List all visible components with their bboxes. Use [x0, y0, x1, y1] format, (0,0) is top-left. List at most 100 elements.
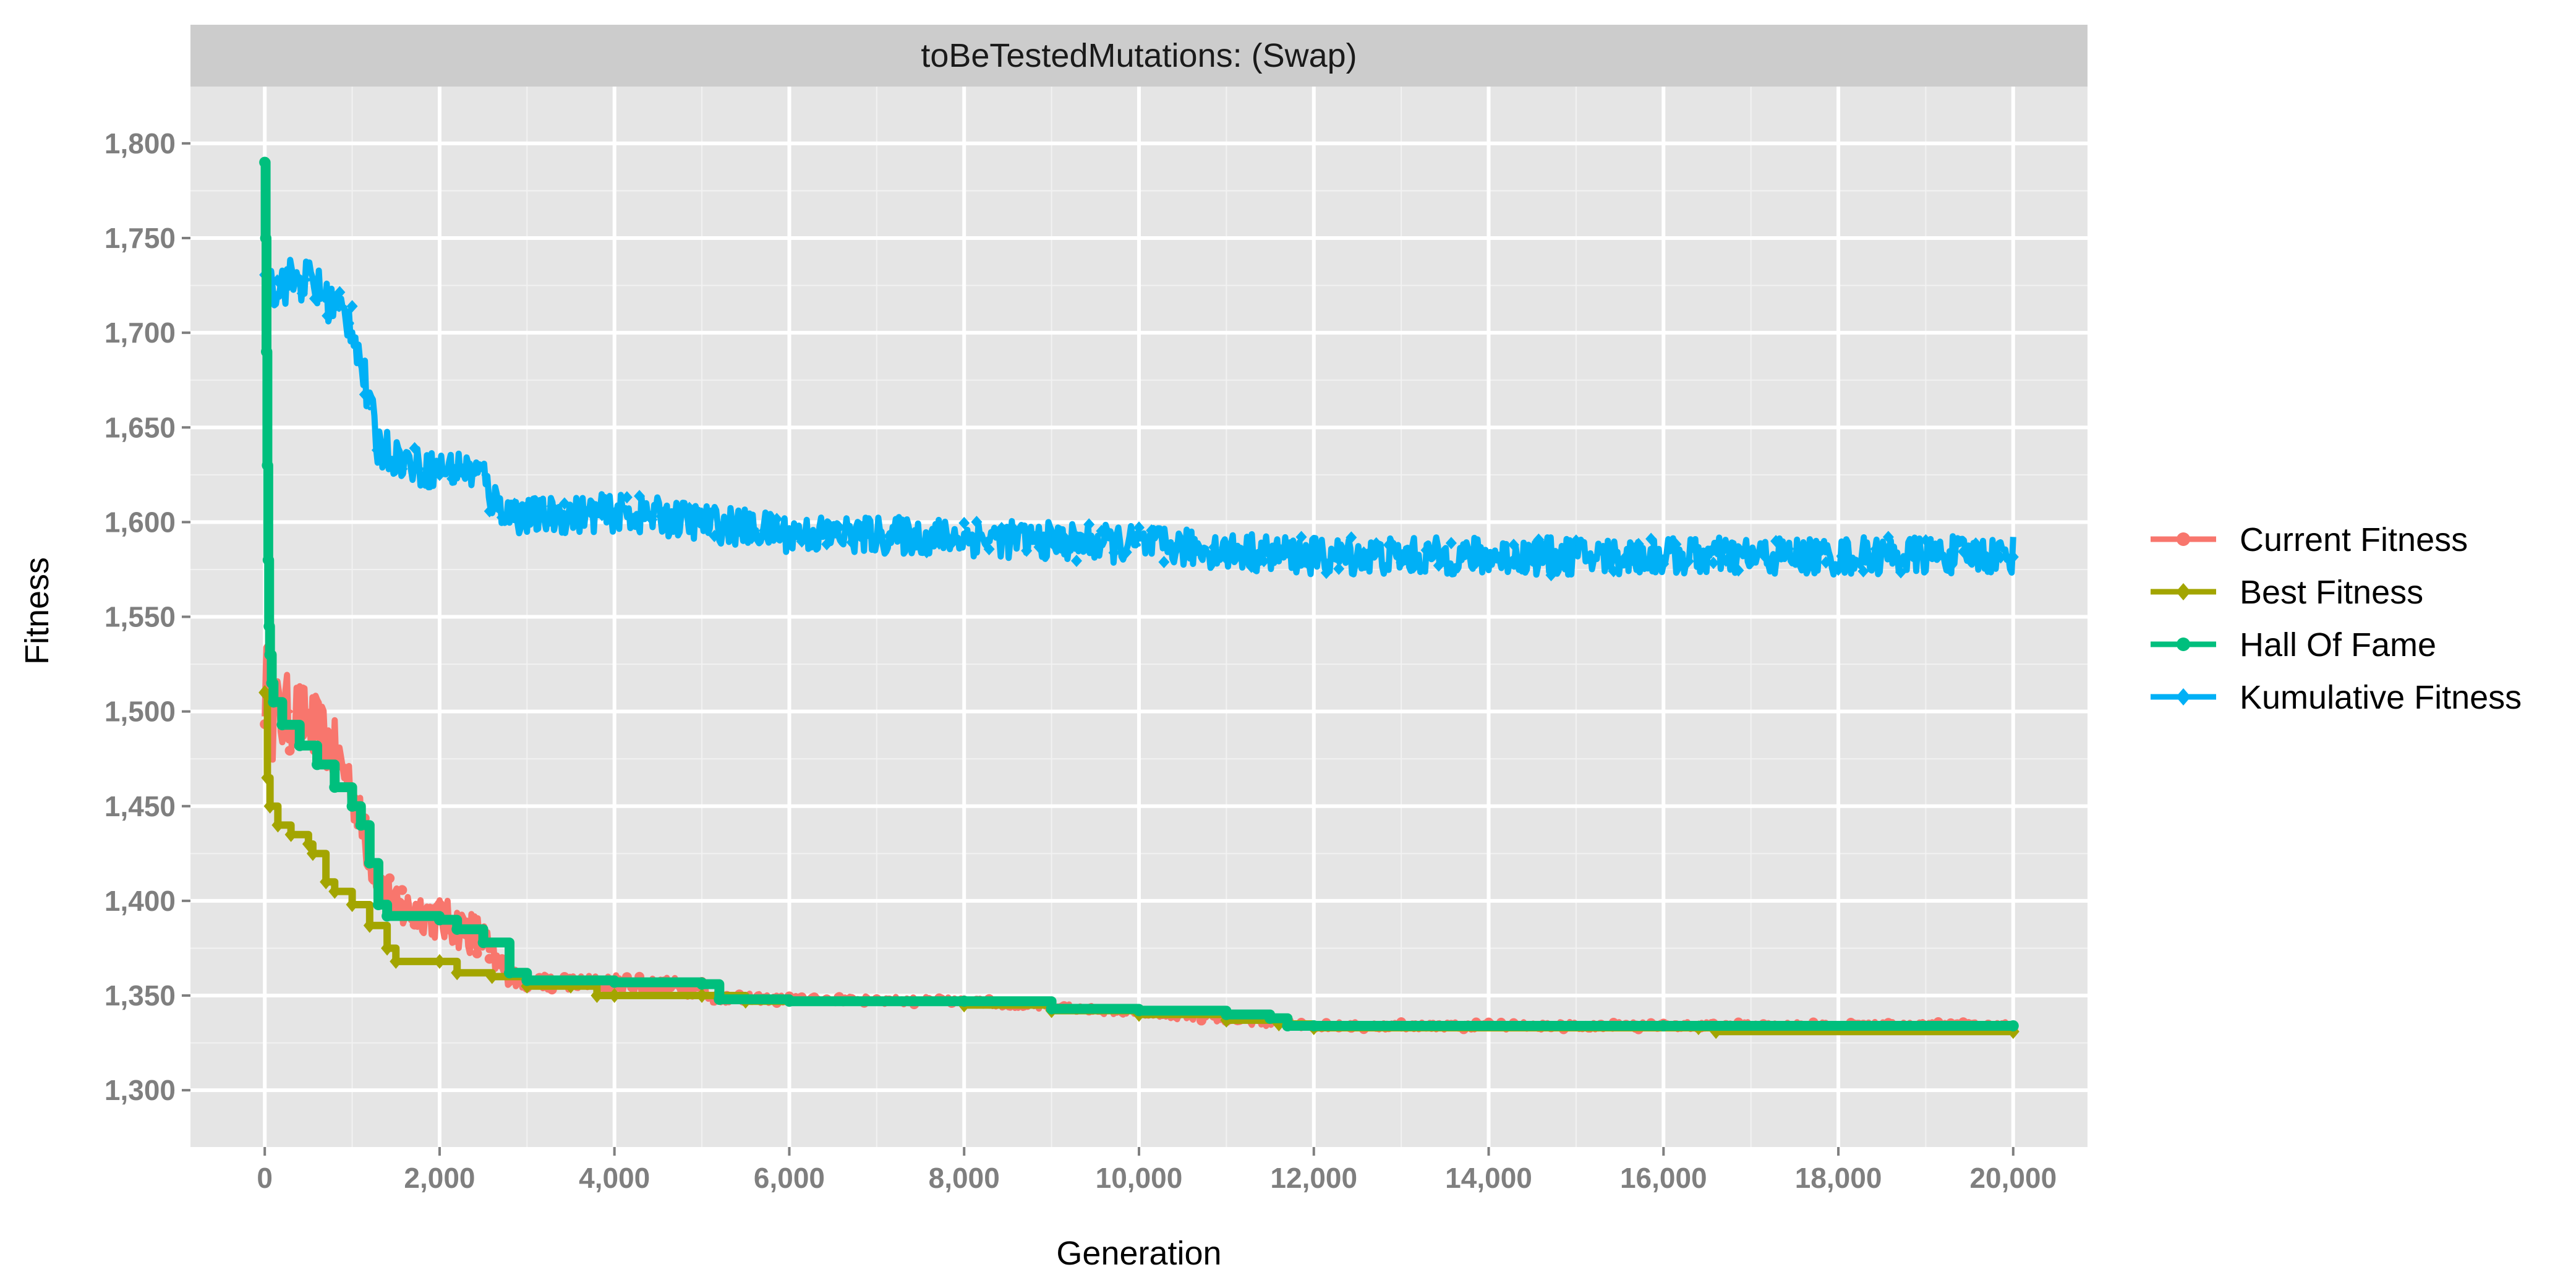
legend-label: Current Fitness: [2240, 521, 2468, 558]
data-point: [696, 988, 709, 1003]
data-point: [1658, 557, 1670, 570]
data-point: [1071, 555, 1083, 568]
x-tick-label: 2,000: [404, 1162, 475, 1194]
data-point: [787, 531, 791, 535]
data-point: [621, 491, 633, 504]
data-point: [263, 672, 267, 676]
data-point: [933, 537, 945, 550]
data-point: [1021, 544, 1033, 557]
x-tick-label: 14,000: [1445, 1162, 1532, 1194]
data-point: [958, 996, 970, 1007]
data-point: [397, 885, 407, 895]
data-point: [1595, 544, 1607, 557]
data-point: [396, 463, 408, 476]
y-tick-label: 1,400: [104, 885, 176, 917]
series-layer: [258, 156, 2019, 1039]
x-axis-title: Generation: [1056, 1235, 1221, 1272]
data-point: [1183, 544, 1195, 557]
legend-label: Best Fitness: [2240, 574, 2423, 611]
data-point: [1133, 521, 1145, 534]
data-point: [1445, 537, 1457, 550]
data-point: [1271, 542, 1282, 555]
y-tick-label: 1,750: [104, 222, 176, 254]
data-point: [1158, 556, 1170, 569]
data-point: [306, 278, 310, 282]
grid: [190, 87, 2088, 1147]
data-point: [1833, 563, 1845, 576]
data-point: [1508, 539, 1519, 552]
data-point: [908, 528, 920, 541]
data-point: [1311, 554, 1316, 558]
y-tick-label: 1,500: [104, 696, 176, 728]
data-point: [324, 297, 328, 301]
data-point: [409, 441, 420, 454]
data-point: [1396, 556, 1407, 569]
legend-label: Hall Of Fame: [2240, 626, 2436, 663]
legend-item-hall-of-fame: Hall Of Fame: [2151, 626, 2436, 663]
data-point: [381, 940, 394, 956]
data-point: [1096, 524, 1107, 537]
data-point: [1932, 543, 1944, 556]
data-point: [1346, 531, 1357, 544]
x-tick-label: 10,000: [1096, 1162, 1183, 1194]
data-point: [1645, 532, 1657, 545]
x-tick-label: 4,000: [579, 1162, 650, 1194]
data-point: [359, 359, 363, 364]
data-point: [1283, 542, 1295, 555]
data-point: [1295, 531, 1307, 544]
data-point: [656, 514, 660, 519]
data-point: [472, 948, 482, 958]
data-point: [367, 406, 372, 411]
data-point: [2011, 552, 2015, 557]
data-point: [1836, 554, 1841, 558]
data-point: [260, 232, 271, 244]
data-point: [508, 511, 512, 515]
data-point: [485, 969, 498, 984]
data-point: [271, 283, 276, 288]
data-point: [1083, 518, 1095, 531]
data-point: [296, 287, 308, 300]
data-point: [346, 300, 358, 313]
data-point: [1520, 550, 1532, 563]
data-point: [433, 914, 445, 926]
data-point: [525, 514, 529, 519]
data-point: [421, 467, 433, 480]
data-point: [359, 388, 370, 401]
data-point: [504, 967, 516, 979]
data-point: [1171, 540, 1182, 553]
data-point: [390, 953, 403, 969]
data-point: [1733, 564, 1744, 577]
data-point: [266, 677, 278, 689]
x-tick-label: 16,000: [1620, 1162, 1707, 1194]
data-point: [471, 461, 483, 474]
data-point: [1282, 1020, 1294, 1031]
data-point: [921, 546, 932, 559]
data-point: [1695, 549, 1707, 562]
y-tick-label: 1,650: [104, 411, 176, 443]
data-point: [1058, 531, 1070, 544]
data-point: [1845, 558, 1857, 571]
y-tick-label: 1,700: [104, 317, 176, 349]
data-point: [700, 520, 704, 524]
data-point: [1661, 554, 1666, 558]
data-point: [1433, 559, 1444, 572]
data-point: [1908, 544, 1919, 557]
data-point: [1683, 555, 1694, 568]
data-point: [433, 468, 445, 481]
data-point: [946, 537, 958, 550]
data-point: [271, 817, 284, 833]
data-point: [1958, 545, 1969, 558]
data-point: [858, 518, 870, 531]
data-point: [1308, 1020, 1320, 1031]
data-point: [322, 740, 333, 751]
legend-key-marker: [2177, 532, 2190, 546]
data-point: [1370, 537, 1382, 550]
legend-key-marker: [2176, 583, 2191, 600]
series-line: [262, 247, 2016, 578]
data-point: [721, 522, 733, 535]
data-point: [1420, 544, 1432, 557]
data-point: [1495, 554, 1507, 567]
data-point: [363, 918, 376, 933]
data-point: [261, 770, 274, 785]
x-tick-label: 0: [257, 1162, 273, 1194]
